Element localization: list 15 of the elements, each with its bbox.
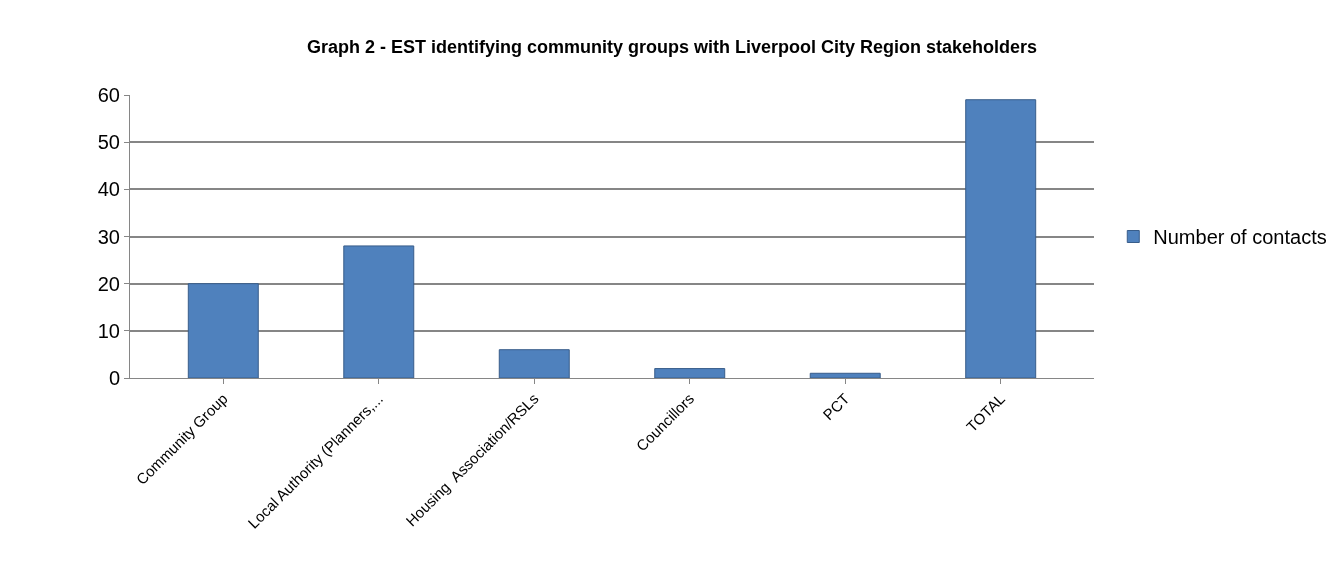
bar	[498, 349, 570, 378]
bar	[965, 99, 1037, 378]
y-tick-label: 0	[108, 367, 120, 389]
chart-title: Graph 2 - EST identifying community groups with Liverpool City Region stakeholders	[306, 37, 1038, 58]
y-tick-label: 40	[97, 178, 120, 201]
bar	[343, 245, 415, 378]
bar	[809, 372, 881, 378]
bar	[187, 283, 259, 378]
legend-label: Number of contacts	[1153, 226, 1327, 249]
bar	[654, 368, 726, 378]
y-tick-label: 20	[97, 272, 120, 295]
y-tick-label: 60	[97, 84, 120, 106]
y-tick-label: 10	[97, 319, 120, 342]
y-tick-label: 30	[97, 225, 120, 248]
y-tick-label: 50	[97, 131, 120, 154]
